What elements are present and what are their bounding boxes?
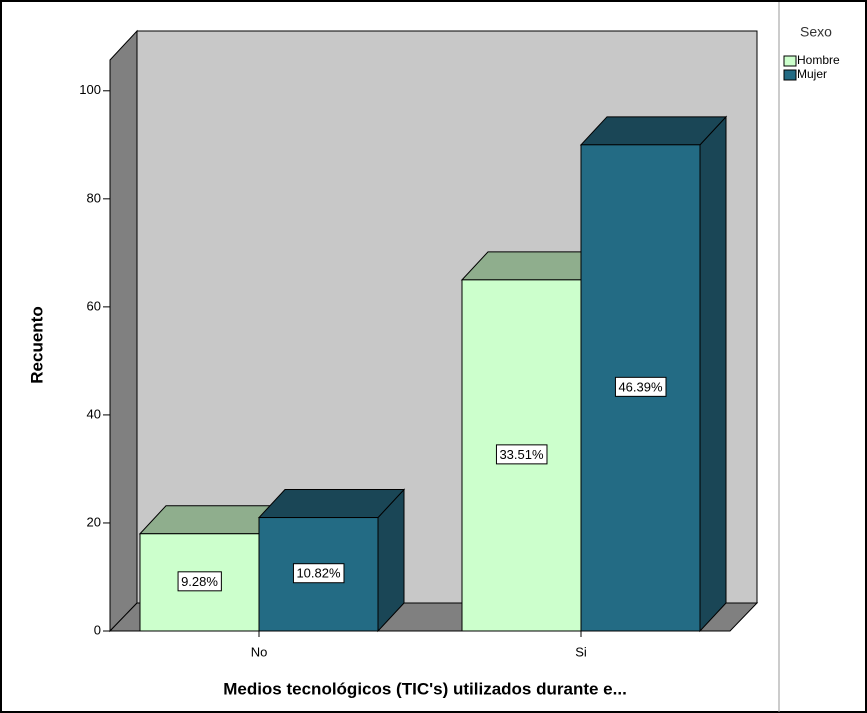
legend-swatch <box>783 55 797 67</box>
y-axis-label: Recuento <box>27 306 46 383</box>
y-tick-label: 0 <box>94 622 101 637</box>
data-label-box <box>292 563 345 584</box>
data-label: 46.39% <box>618 379 663 394</box>
data-label: 10.82% <box>296 566 341 581</box>
data-label-box <box>177 571 222 592</box>
x-tick-label: Si <box>575 644 587 659</box>
legend-title: Sexo <box>800 24 832 40</box>
x-tick-label: No <box>251 644 268 659</box>
legend-label: Hombre <box>797 53 840 67</box>
bar-side <box>699 115 727 633</box>
y-tick-label: 100 <box>79 82 101 97</box>
left-wall <box>109 29 138 633</box>
data-label: 9.28% <box>181 574 218 589</box>
bar-top <box>579 116 728 146</box>
y-tick-label: 60 <box>87 298 101 313</box>
data-label-box <box>495 444 548 465</box>
y-tick-label: 40 <box>87 406 101 421</box>
bar-top <box>257 489 406 519</box>
legend-swatch <box>783 69 797 81</box>
y-tick-label: 20 <box>87 514 101 529</box>
y-tick-label: 80 <box>87 190 101 205</box>
x-axis-label: Medios tecnológicos (TIC's) utilizados d… <box>223 679 627 698</box>
data-label-box <box>614 376 667 397</box>
data-label: 33.51% <box>499 447 544 462</box>
legend-label: Mujer <box>797 67 827 81</box>
